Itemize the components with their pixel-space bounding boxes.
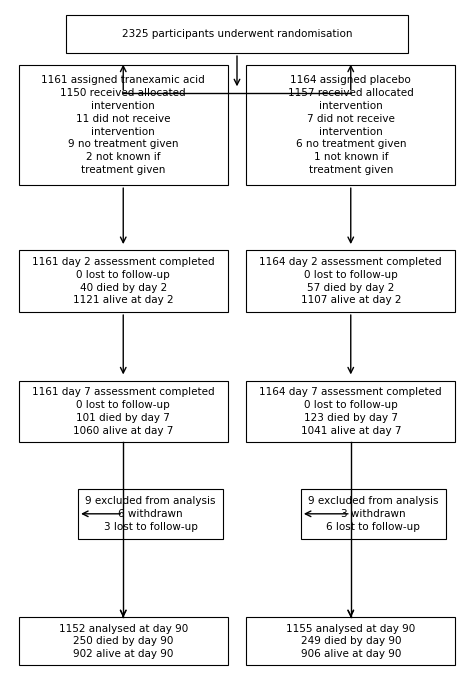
FancyBboxPatch shape bbox=[19, 65, 228, 185]
FancyBboxPatch shape bbox=[246, 250, 455, 312]
FancyBboxPatch shape bbox=[246, 65, 455, 185]
FancyBboxPatch shape bbox=[246, 381, 455, 442]
FancyBboxPatch shape bbox=[78, 489, 223, 539]
Text: 1161 day 2 assessment completed
0 lost to follow-up
40 died by day 2
1121 alive : 1161 day 2 assessment completed 0 lost t… bbox=[32, 257, 215, 305]
Text: 1164 day 2 assessment completed
0 lost to follow-up
57 died by day 2
1107 alive : 1164 day 2 assessment completed 0 lost t… bbox=[259, 257, 442, 305]
FancyBboxPatch shape bbox=[19, 250, 228, 312]
Text: 1152 analysed at day 90
250 died by day 90
902 alive at day 90: 1152 analysed at day 90 250 died by day … bbox=[59, 624, 188, 659]
FancyBboxPatch shape bbox=[19, 617, 228, 665]
Text: 1164 assigned placebo
1157 received allocated
intervention
7 did not receive
int: 1164 assigned placebo 1157 received allo… bbox=[288, 75, 414, 175]
FancyBboxPatch shape bbox=[301, 489, 446, 539]
Text: 9 excluded from analysis
6 withdrawn
3 lost to follow-up: 9 excluded from analysis 6 withdrawn 3 l… bbox=[85, 496, 216, 532]
Text: 1161 day 7 assessment completed
0 lost to follow-up
101 died by day 7
1060 alive: 1161 day 7 assessment completed 0 lost t… bbox=[32, 388, 215, 436]
Text: 1161 assigned tranexamic acid
1150 received allocated
intervention
11 did not re: 1161 assigned tranexamic acid 1150 recei… bbox=[41, 75, 205, 175]
FancyBboxPatch shape bbox=[246, 617, 455, 665]
Text: 1164 day 7 assessment completed
0 lost to follow-up
123 died by day 7
1041 alive: 1164 day 7 assessment completed 0 lost t… bbox=[259, 388, 442, 436]
FancyBboxPatch shape bbox=[19, 381, 228, 442]
Text: 2325 participants underwent randomisation: 2325 participants underwent randomisatio… bbox=[122, 29, 352, 39]
FancyBboxPatch shape bbox=[66, 15, 408, 54]
Text: 1155 analysed at day 90
249 died by day 90
906 alive at day 90: 1155 analysed at day 90 249 died by day … bbox=[286, 624, 415, 659]
Text: 9 excluded from analysis
3 withdrawn
6 lost to follow-up: 9 excluded from analysis 3 withdrawn 6 l… bbox=[308, 496, 438, 532]
